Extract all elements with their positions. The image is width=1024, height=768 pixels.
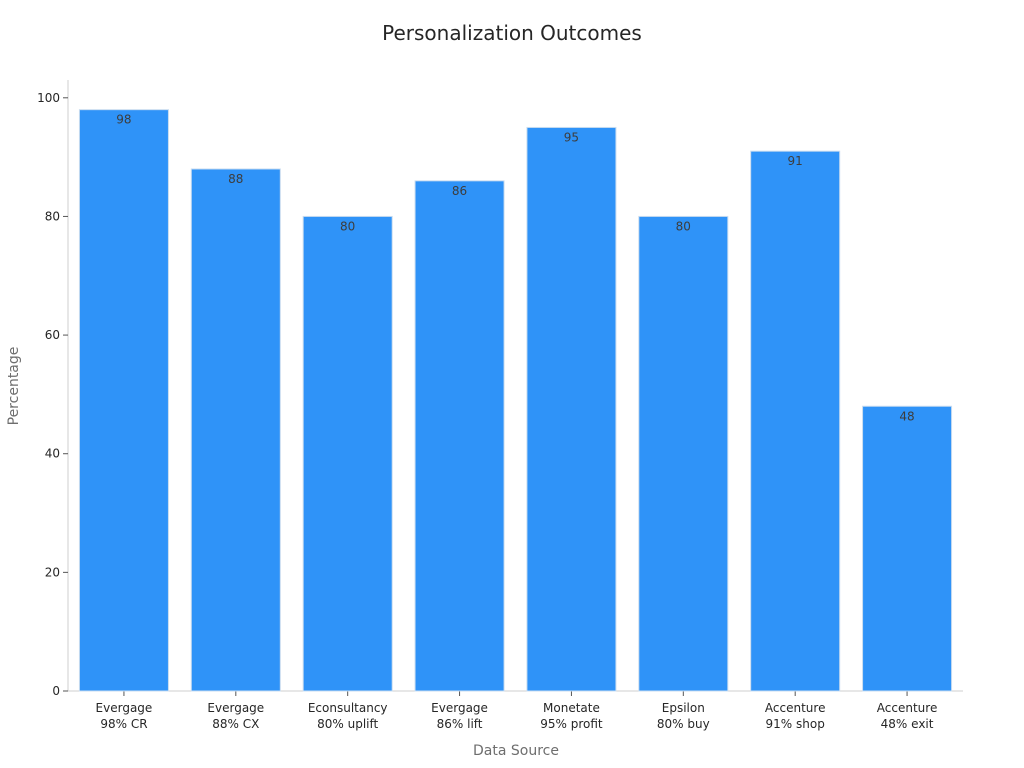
bar-value-label: 80 bbox=[340, 219, 355, 233]
y-tick-label: 60 bbox=[45, 328, 60, 342]
bar bbox=[638, 215, 729, 692]
y-tick-label: 100 bbox=[37, 91, 60, 105]
x-axis-title: Data Source bbox=[473, 743, 559, 759]
bar bbox=[750, 150, 841, 692]
y-tick-label: 80 bbox=[45, 209, 60, 223]
x-tick-label: Evergage 98% CR bbox=[96, 701, 153, 731]
bar bbox=[78, 109, 169, 692]
x-tick-label: Epsilon 80% buy bbox=[657, 701, 710, 731]
bar-value-label: 80 bbox=[676, 219, 691, 233]
x-tick-label: Evergage 86% lift bbox=[431, 701, 488, 731]
bars-group: 98 88 80 86 95 80 91 48 bbox=[78, 109, 953, 692]
bar bbox=[526, 126, 617, 692]
y-axis: 0 20 40 60 80 100 bbox=[37, 80, 69, 698]
x-tick-label: Accenture 48% exit bbox=[877, 701, 938, 731]
y-axis-title: Percentage bbox=[6, 347, 22, 426]
x-tick-label: Econsultancy 80% uplift bbox=[308, 701, 388, 731]
x-tick-label: Accenture 91% shop bbox=[765, 701, 826, 731]
x-axis: Evergage 98% CR Evergage 88% CX Econsultancy… bbox=[68, 690, 963, 731]
bar-value-label: 48 bbox=[899, 409, 914, 423]
y-tick-label: 0 bbox=[52, 684, 60, 698]
bar bbox=[414, 180, 505, 692]
bar-value-label: 95 bbox=[564, 130, 579, 144]
x-tick-label: Evergage 88% CX bbox=[207, 701, 264, 731]
bar-value-label: 98 bbox=[116, 113, 131, 127]
bar bbox=[190, 168, 281, 692]
y-tick-label: 40 bbox=[45, 447, 60, 461]
y-tick-label: 20 bbox=[45, 565, 60, 579]
bar-value-label: 86 bbox=[452, 184, 467, 198]
x-tick-label: Monetate 95% profit bbox=[540, 701, 603, 731]
bar-value-label: 91 bbox=[788, 154, 803, 168]
bar bbox=[862, 405, 953, 692]
bar bbox=[302, 215, 393, 692]
bar-value-label: 88 bbox=[228, 172, 243, 186]
chart-title: Personalization Outcomes bbox=[382, 21, 642, 45]
